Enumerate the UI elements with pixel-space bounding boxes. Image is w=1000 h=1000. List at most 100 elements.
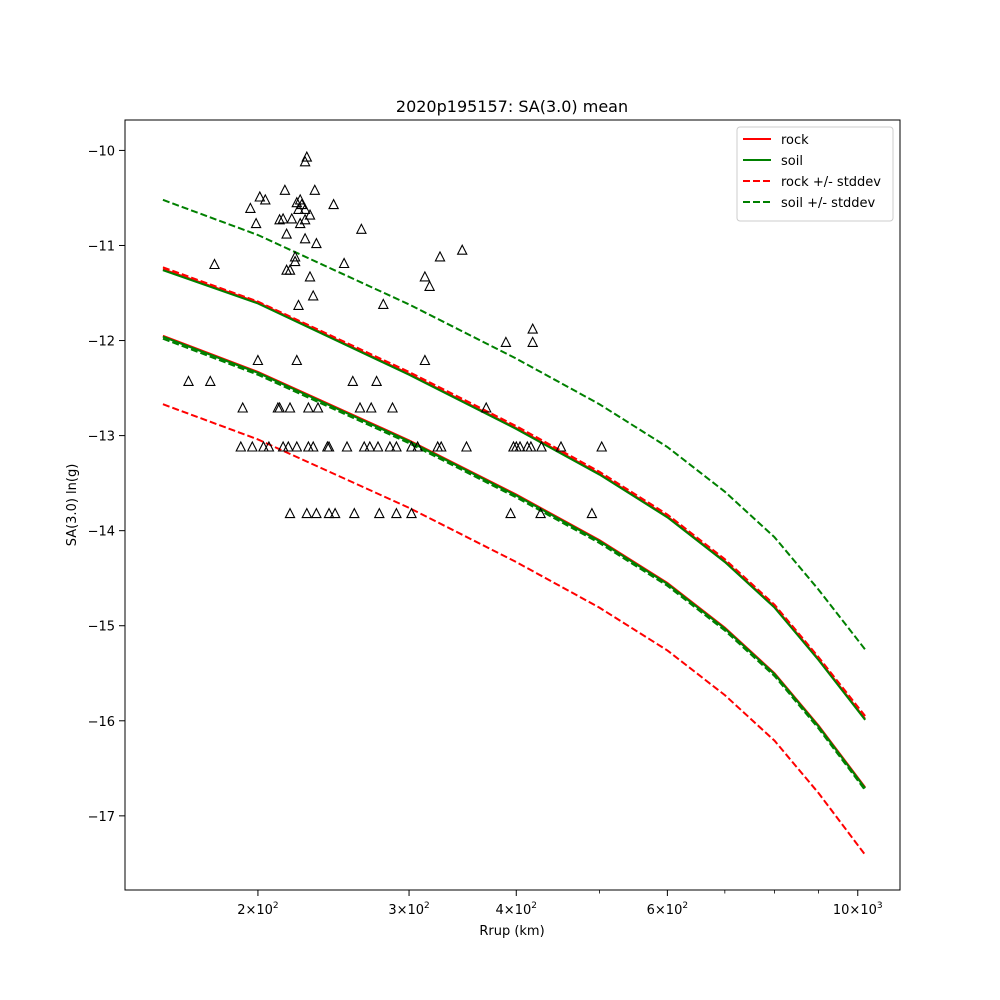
y-tick-label: −15 [88, 620, 115, 635]
observation-marker [424, 280, 436, 291]
observation-marker [284, 401, 296, 413]
observation-marker [281, 227, 293, 239]
observation-marker [456, 243, 468, 255]
observation-marker [282, 440, 294, 452]
chart-title: 2020p195157: SA(3.0) mean [396, 97, 628, 116]
observation-marker [301, 507, 313, 519]
observation-marker [435, 440, 447, 452]
observation-marker [286, 212, 298, 224]
x-axis-label: Rrup (km) [479, 924, 544, 939]
series-line-5 [162, 266, 866, 717]
observation-marker [364, 440, 376, 452]
observation-marker [329, 507, 341, 519]
observation-marker [536, 440, 547, 452]
observation-marker [204, 375, 216, 386]
observation-marker [302, 401, 314, 413]
observation-marker [500, 336, 512, 347]
series-line-7 [162, 337, 866, 791]
series-line-3 [162, 335, 866, 789]
x-tick-label: 10×103 [833, 901, 883, 918]
observation-marker [406, 507, 417, 519]
observation-marker [419, 270, 431, 282]
x-tick-label: 4×102 [496, 901, 537, 918]
series-line-6 [162, 198, 866, 651]
observation-marker [277, 212, 289, 224]
observation-marker [323, 507, 335, 519]
observation-marker [387, 401, 398, 413]
observation-marker [307, 289, 319, 301]
observation-marker [307, 440, 319, 452]
x-axis: 2×102 3×102 4×102 6×102 10×103 [237, 890, 883, 918]
observation-marker [372, 440, 384, 452]
observation-marker [406, 440, 417, 452]
observation-marker [527, 336, 539, 347]
observation-marker [299, 155, 311, 167]
legend: rock soil rock +/- stddev soil +/- stddev [736, 126, 894, 222]
observation-marker [390, 507, 402, 519]
legend-label: rock +/- stddev [781, 175, 881, 190]
observation-marker [284, 507, 296, 519]
observation-marker [461, 440, 472, 452]
observation-marker [480, 401, 492, 413]
x-tick-label: 2×102 [237, 901, 278, 918]
observation-marker [252, 354, 264, 366]
y-tick-label: −11 [88, 239, 115, 254]
observation-marker [293, 203, 304, 214]
observation-marker [354, 401, 366, 413]
observation-marker [254, 190, 266, 202]
observation-marker [371, 375, 383, 386]
observation-marker [258, 440, 269, 452]
y-tick-label: −10 [88, 144, 115, 159]
observation-marker [209, 258, 220, 270]
observation-marker [299, 232, 311, 244]
observation-markers [183, 150, 608, 519]
observation-marker [527, 322, 539, 334]
y-tick-label: −12 [88, 335, 115, 350]
legend-label: soil +/- stddev [781, 196, 876, 211]
observation-marker [274, 213, 286, 225]
observation-marker [348, 507, 360, 519]
observation-marker [284, 263, 296, 275]
plot-lines [162, 198, 866, 856]
y-tick-label: −17 [88, 810, 115, 825]
observation-marker [347, 375, 359, 386]
observation-marker [291, 354, 303, 366]
series-line-4 [162, 403, 866, 856]
observation-marker [263, 440, 275, 452]
observation-marker [505, 507, 517, 519]
legend-label: rock [781, 133, 809, 148]
observation-marker [434, 250, 446, 262]
observation-marker [183, 375, 194, 386]
observation-marker [244, 202, 256, 213]
observation-marker [338, 257, 350, 269]
observation-marker [596, 440, 608, 452]
observation-marker [299, 213, 311, 225]
observation-marker [291, 196, 303, 208]
observation-marker [312, 401, 324, 413]
observation-marker [293, 299, 304, 310]
observation-marker [419, 354, 431, 366]
observation-marker [525, 440, 537, 452]
plot-frame [124, 119, 901, 891]
observation-marker [294, 217, 306, 229]
y-axis-label: SA(3.0) ln(g) [65, 464, 80, 547]
y-axis: −10 −11 −12 −13 −14 −15 −16 −17 [88, 144, 125, 825]
observation-marker [365, 401, 377, 413]
observation-marker [412, 440, 424, 452]
observation-marker [309, 184, 321, 195]
observation-marker [384, 440, 396, 452]
observation-marker [299, 203, 311, 214]
observation-marker [328, 198, 340, 210]
legend-box [736, 126, 894, 222]
observation-marker [246, 440, 258, 452]
observation-marker [304, 270, 316, 282]
observation-marker [341, 440, 353, 452]
observation-marker [377, 298, 389, 309]
observation-marker [289, 250, 301, 262]
y-tick-label: −14 [88, 525, 115, 540]
observation-marker [323, 440, 335, 452]
y-tick-label: −16 [88, 715, 115, 730]
observation-marker [310, 237, 322, 249]
x-tick-label: 6×102 [647, 901, 688, 918]
